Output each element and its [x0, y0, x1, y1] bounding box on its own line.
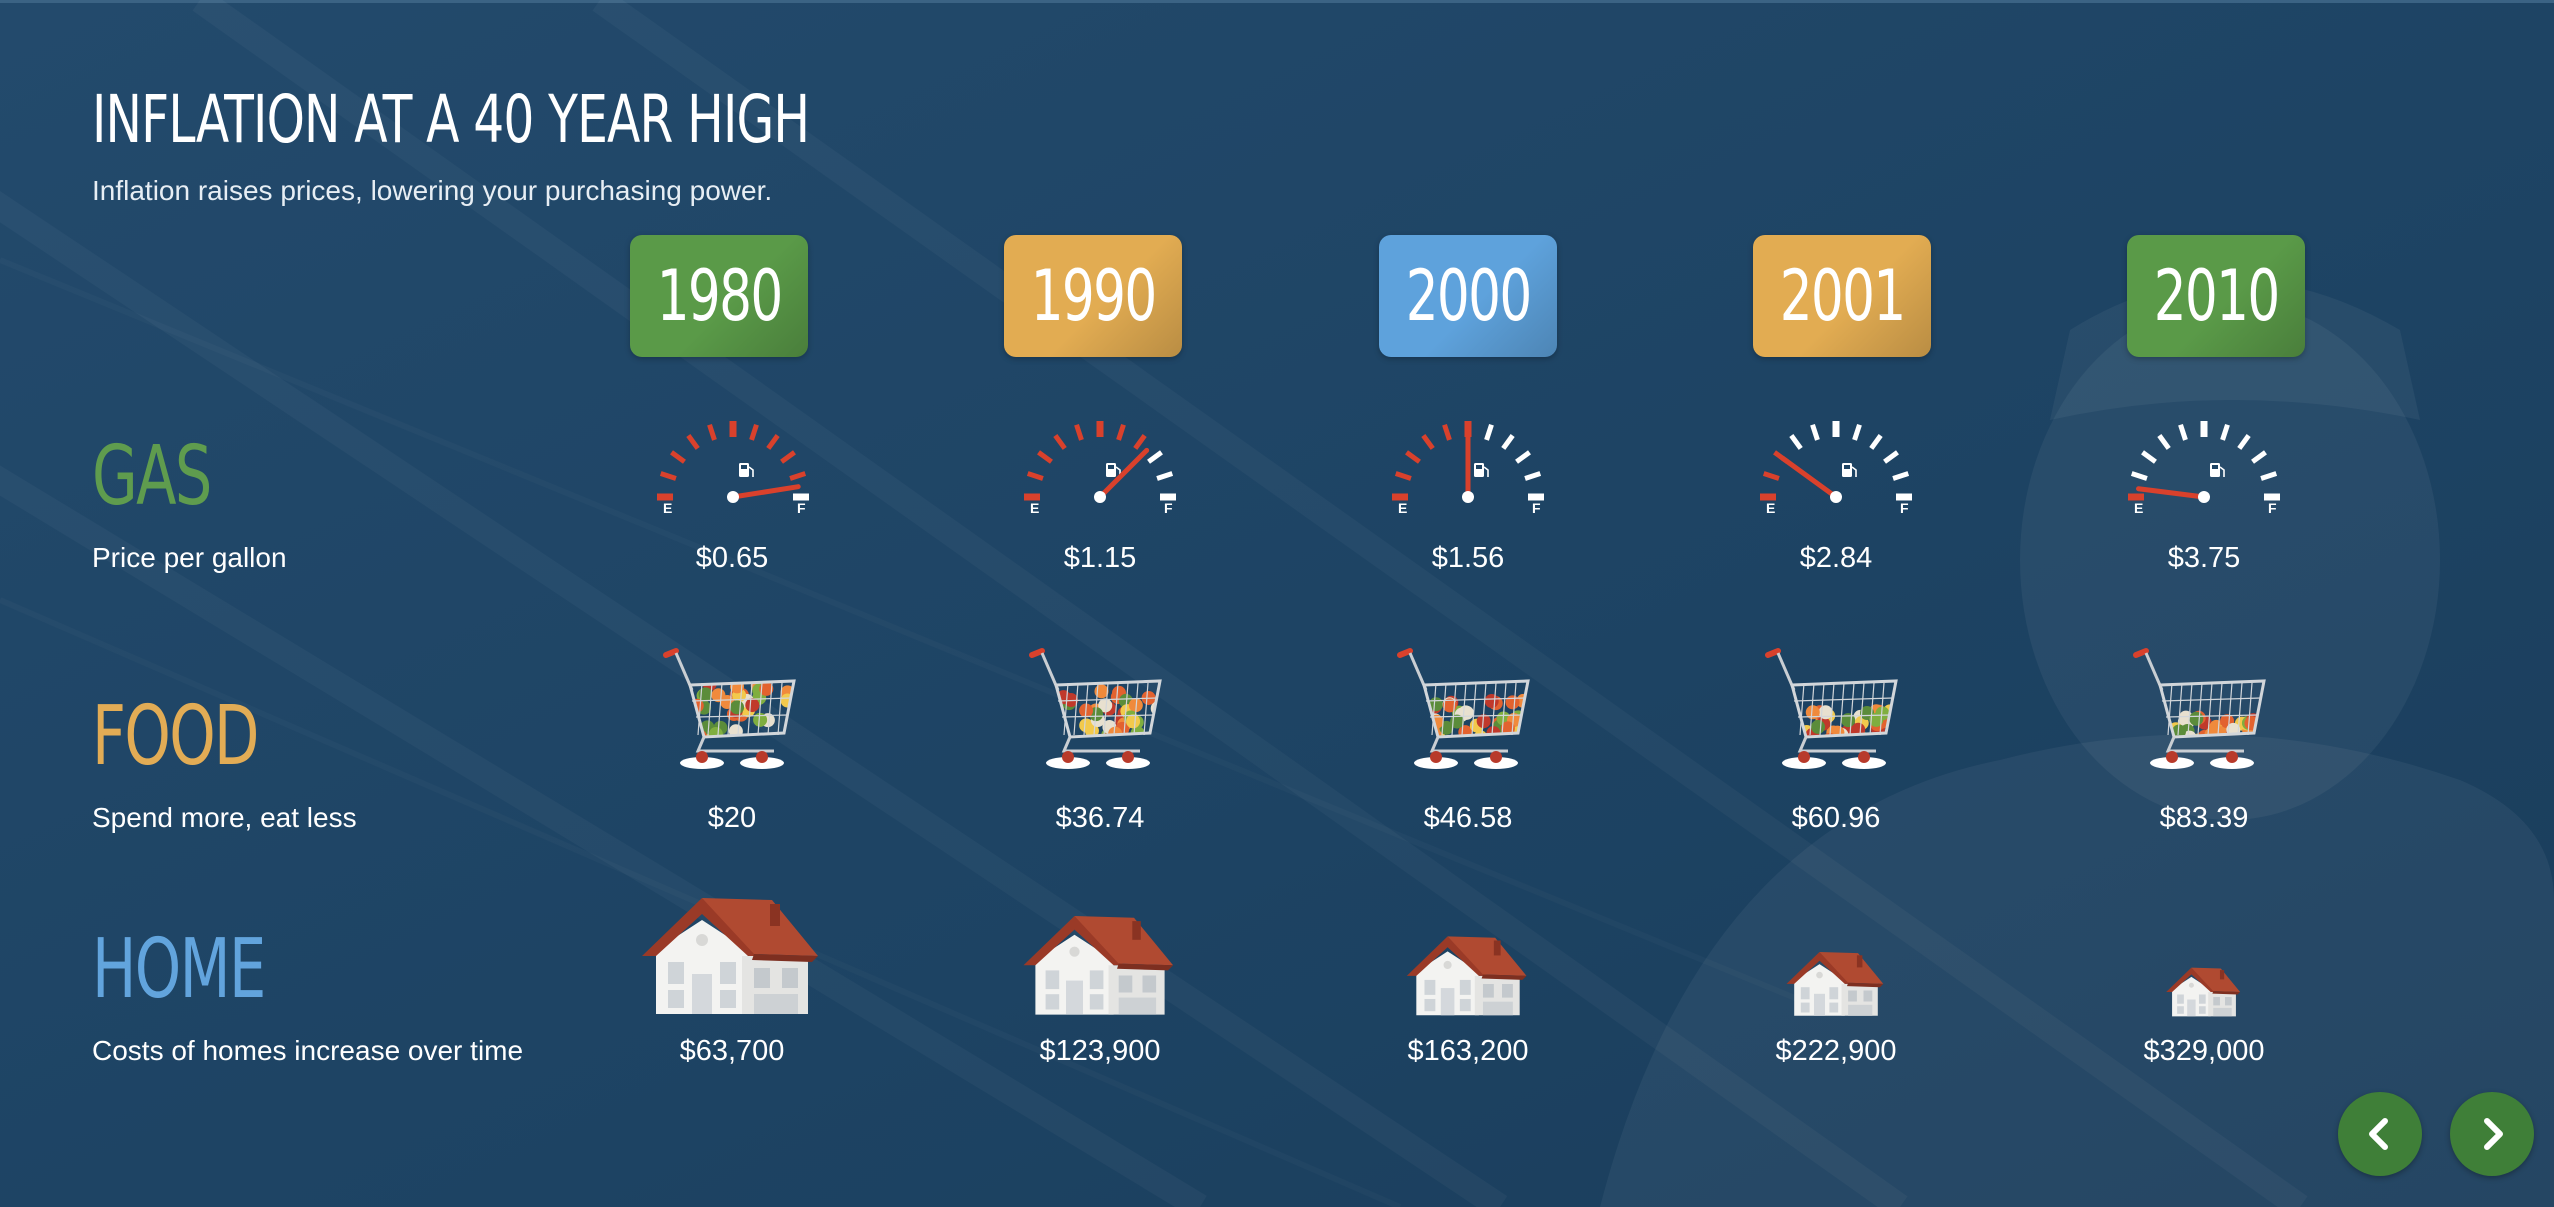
- gas-price-2001: $2.84: [1799, 542, 1873, 574]
- house-icon: [2166, 967, 2241, 1017]
- shopping-cart-icon: [1397, 648, 1530, 769]
- year-badge-2001: 2001: [1753, 235, 1931, 357]
- shopping-cart-icon: [1765, 648, 1898, 769]
- home-price-2001: $222,900: [1775, 1035, 1897, 1067]
- food-price-2010: $83.39: [2159, 802, 2249, 834]
- house-icon: [1406, 936, 1527, 1016]
- shopping-cart-icon: [2133, 648, 2266, 769]
- food-price-1990: $36.74: [1055, 802, 1145, 834]
- house-icon: [1023, 916, 1174, 1015]
- food-price-2001: $60.96: [1791, 802, 1881, 834]
- house-icon: [642, 898, 818, 1014]
- svg-text:E: E: [1766, 500, 1775, 515]
- home-category-title: HOME: [92, 922, 266, 1017]
- svg-text:F: F: [1164, 500, 1173, 515]
- year-badge-2000: 2000: [1379, 235, 1557, 357]
- svg-text:F: F: [1900, 500, 1909, 515]
- chevron-left-icon: [2369, 1118, 2388, 1150]
- home-category-subtitle: Costs of homes increase over time: [92, 1035, 524, 1066]
- next-button[interactable]: [2450, 1092, 2534, 1176]
- svg-text:E: E: [1398, 500, 1407, 515]
- home-price-2000: $163,200: [1407, 1035, 1529, 1067]
- page-subtitle: Inflation raises prices, lowering your p…: [92, 175, 773, 206]
- food-category-title: FOOD: [92, 689, 260, 784]
- svg-text:F: F: [797, 500, 806, 515]
- chevron-right-icon: [2484, 1118, 2503, 1150]
- home-price-2010: $329,000: [2143, 1035, 2265, 1067]
- year-badge-1980: 1980: [630, 235, 808, 357]
- shopping-cart-icon: [1029, 648, 1162, 769]
- food-price-2000: $46.58: [1423, 802, 1513, 834]
- svg-text:E: E: [2134, 500, 2143, 515]
- food-price-1980: $20: [707, 802, 757, 834]
- gas-price-2000: $1.56: [1431, 542, 1505, 574]
- year-badge-1990: 1990: [1004, 235, 1182, 357]
- gas-price-1980: $0.65: [695, 542, 769, 574]
- prev-button[interactable]: [2338, 1092, 2422, 1176]
- gas-price-1990: $1.15: [1063, 542, 1137, 574]
- gas-price-2010: $3.75: [2167, 542, 2241, 574]
- shopping-cart-icon: [663, 648, 796, 769]
- svg-text:E: E: [1030, 500, 1039, 515]
- year-badge-2010: 2010: [2127, 235, 2305, 357]
- svg-text:F: F: [1532, 500, 1541, 515]
- page-title: INFLATION AT A 40 YEAR HIGH: [92, 81, 810, 158]
- house-icon: [1786, 952, 1884, 1016]
- gas-category-subtitle: Price per gallon: [92, 542, 287, 573]
- svg-text:F: F: [2268, 500, 2277, 515]
- svg-text:E: E: [663, 500, 672, 515]
- home-price-1990: $123,900: [1039, 1035, 1161, 1067]
- food-category-subtitle: Spend more, eat less: [92, 802, 357, 833]
- gas-category-title: GAS: [92, 429, 212, 524]
- home-price-1980: $63,700: [679, 1035, 785, 1067]
